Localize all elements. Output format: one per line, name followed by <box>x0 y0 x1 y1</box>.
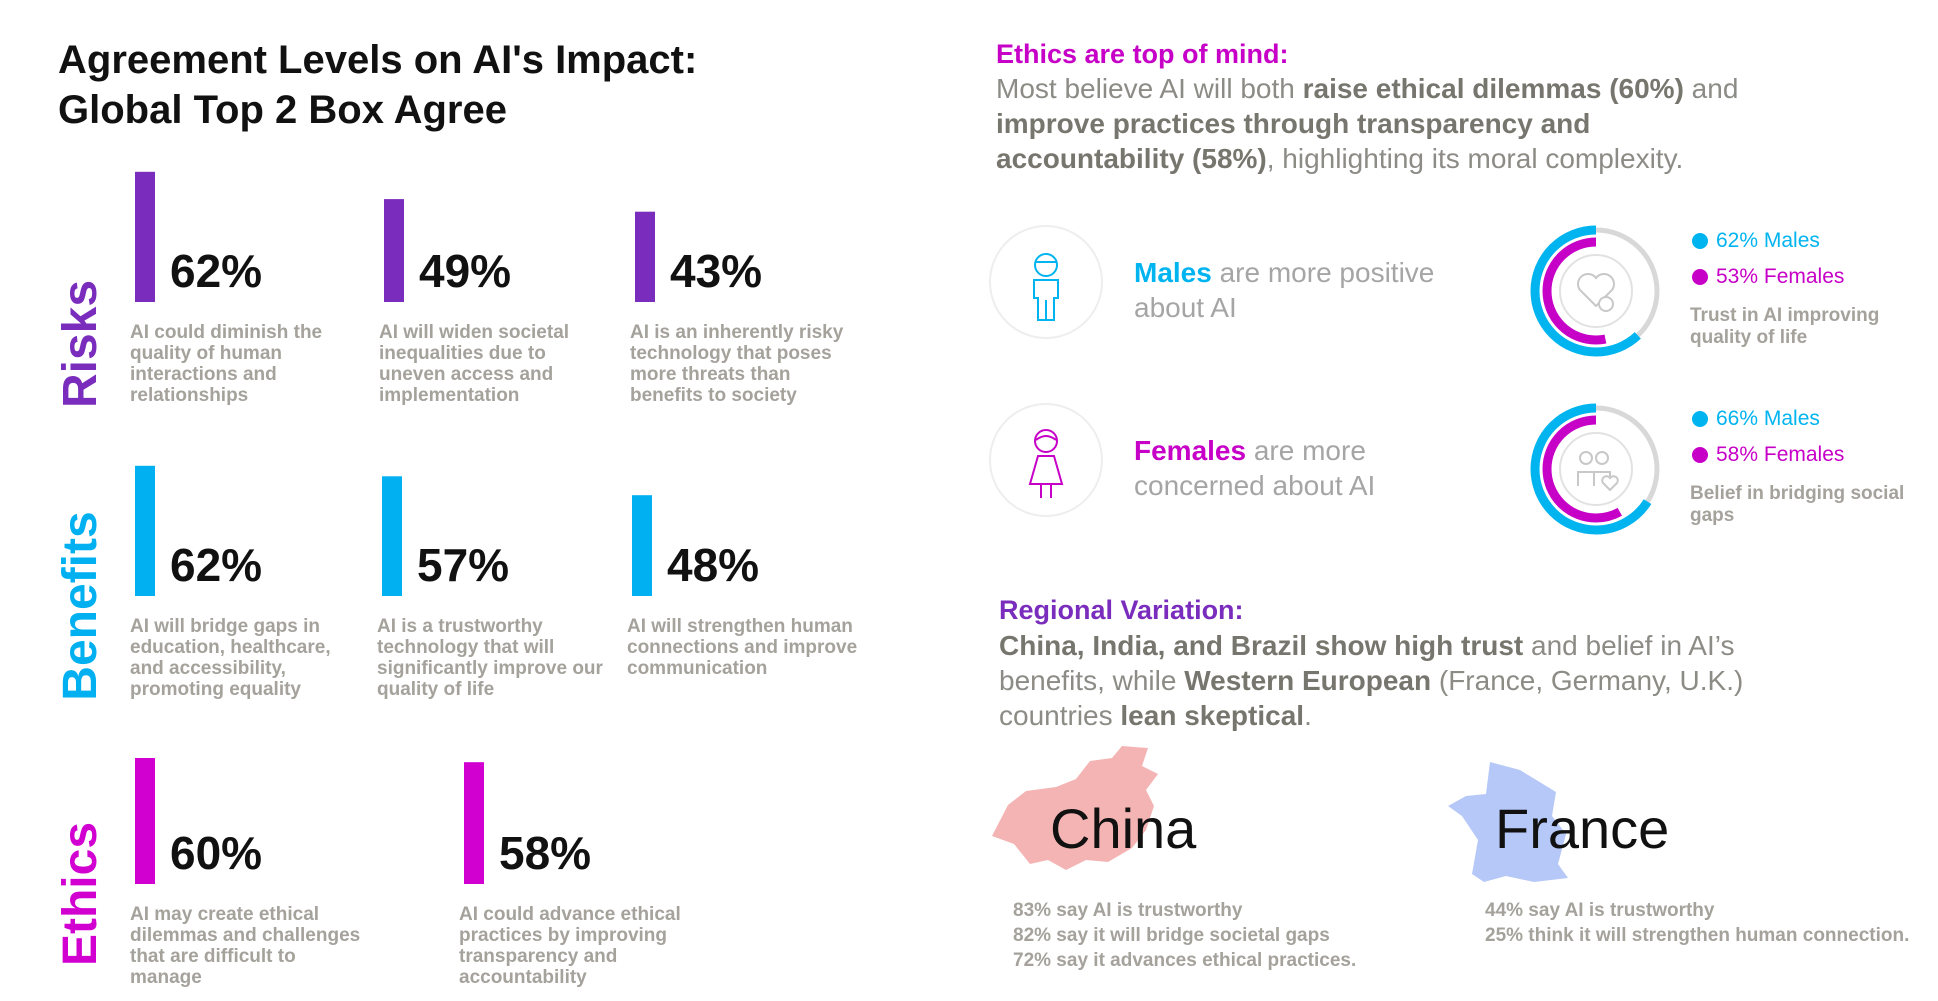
section-label: Ethics <box>54 821 108 967</box>
check-icon <box>1598 296 1614 312</box>
description: AI may create ethical dilemmas and chall… <box>130 904 361 988</box>
bar <box>135 465 155 596</box>
paragraph: China, India, and Brazil show high trust… <box>999 628 1799 733</box>
heading: Ethics are top of mind: <box>996 39 1289 69</box>
people-icon <box>1577 451 1619 492</box>
text-segment: Most believe AI will both <box>996 73 1303 104</box>
legend-label: 66% Males <box>1716 407 1820 430</box>
description: AI could advance ethical practices by im… <box>459 904 681 988</box>
heading: Regional Variation: <box>999 595 1244 625</box>
ring-arc <box>1530 403 1662 535</box>
value-label: 57% <box>417 539 510 591</box>
description: AI will strengthen human connections and… <box>627 616 858 679</box>
legend-dot <box>1692 411 1708 427</box>
country-stat: 25% think it will strengthen human conne… <box>1485 925 1910 946</box>
card-circle <box>989 225 1103 339</box>
gender-label: Males <box>1134 257 1212 288</box>
ring-arc <box>1530 225 1662 357</box>
bar <box>632 495 652 596</box>
bar <box>464 762 484 884</box>
ring-arc <box>1542 415 1650 523</box>
value-label: 48% <box>667 539 760 591</box>
legend-dot <box>1692 269 1708 285</box>
country-stat: 44% say AI is trustworthy <box>1485 900 1715 921</box>
value-label: 62% <box>170 539 263 591</box>
bar <box>635 211 655 302</box>
description: AI could diminish the quality of human i… <box>130 322 323 406</box>
text-segment: (France, Germany, U.K.) countries <box>999 665 1744 731</box>
gender-statement: Males are more positive about AI <box>1134 255 1474 325</box>
china-map <box>992 746 1158 870</box>
value-label: 43% <box>670 245 763 297</box>
text-segment: . <box>1304 700 1312 731</box>
text-segment: Western European <box>1184 665 1432 696</box>
country-stat: 82% say it will bridge societal gaps <box>1013 925 1330 946</box>
gender-statement: Females are more concerned about AI <box>1134 433 1434 503</box>
gender-text: are more concerned about AI <box>1134 435 1376 501</box>
heart-icon <box>1577 273 1615 308</box>
description: AI will bridge gaps in education, health… <box>130 616 331 700</box>
legend-dot <box>1692 233 1708 249</box>
legend-label: 53% Females <box>1716 265 1845 288</box>
text-segment: and belief in AI’s benefits, while <box>999 630 1735 696</box>
text-segment: and <box>1683 73 1739 104</box>
ring-arc <box>1542 237 1650 345</box>
ring-description: Trust in AI improving quality of life <box>1690 305 1880 348</box>
description: AI is an inherently risky technology tha… <box>630 322 844 406</box>
gender-text: are more positive about AI <box>1134 257 1435 323</box>
description: AI will widen societal inequalities due … <box>379 322 570 406</box>
title-line: Agreement Levels on AI's Impact: <box>58 38 698 82</box>
legend-label: 58% Females <box>1716 443 1845 466</box>
section-label: Benefits <box>54 511 108 701</box>
text-segment: improve practices through transparency a… <box>996 108 1591 174</box>
icon-circle <box>1559 254 1633 328</box>
france-map <box>1448 762 1568 882</box>
description: AI is a trustworthy technology that will… <box>377 616 603 700</box>
text-segment: China, India, and Brazil show high trust <box>999 630 1524 661</box>
text-segment: raise ethical dilemmas (60%) <box>1302 73 1684 104</box>
ring-description: Belief in bridging social gaps <box>1690 483 1905 526</box>
country-stat: 72% say it advances ethical practices. <box>1013 950 1357 971</box>
section-label: Risks <box>54 279 108 409</box>
country-stat: 83% say AI is trustworthy <box>1013 900 1243 921</box>
value-label: 49% <box>419 245 512 297</box>
text-segment: , highlighting its moral complexity. <box>1266 143 1684 174</box>
bar <box>135 171 155 302</box>
text-segment: lean skeptical <box>1120 700 1305 731</box>
bar <box>135 758 155 884</box>
country-name: France <box>1495 797 1670 860</box>
female-icon <box>1028 429 1064 498</box>
card-circle <box>989 403 1103 517</box>
value-label: 62% <box>170 245 263 297</box>
legend-dot <box>1692 447 1708 463</box>
value-label: 58% <box>499 827 592 879</box>
paragraph: Most believe AI will both raise ethical … <box>996 71 1766 176</box>
value-label: 60% <box>170 827 263 879</box>
bar <box>384 199 404 302</box>
gender-label: Females <box>1134 435 1247 466</box>
male-icon <box>1033 253 1059 321</box>
legend-label: 62% Males <box>1716 229 1820 252</box>
title-line: Global Top 2 Box Agree <box>58 88 507 132</box>
country-name: China <box>1050 797 1197 860</box>
icon-circle <box>1559 432 1633 506</box>
bar <box>382 476 402 596</box>
